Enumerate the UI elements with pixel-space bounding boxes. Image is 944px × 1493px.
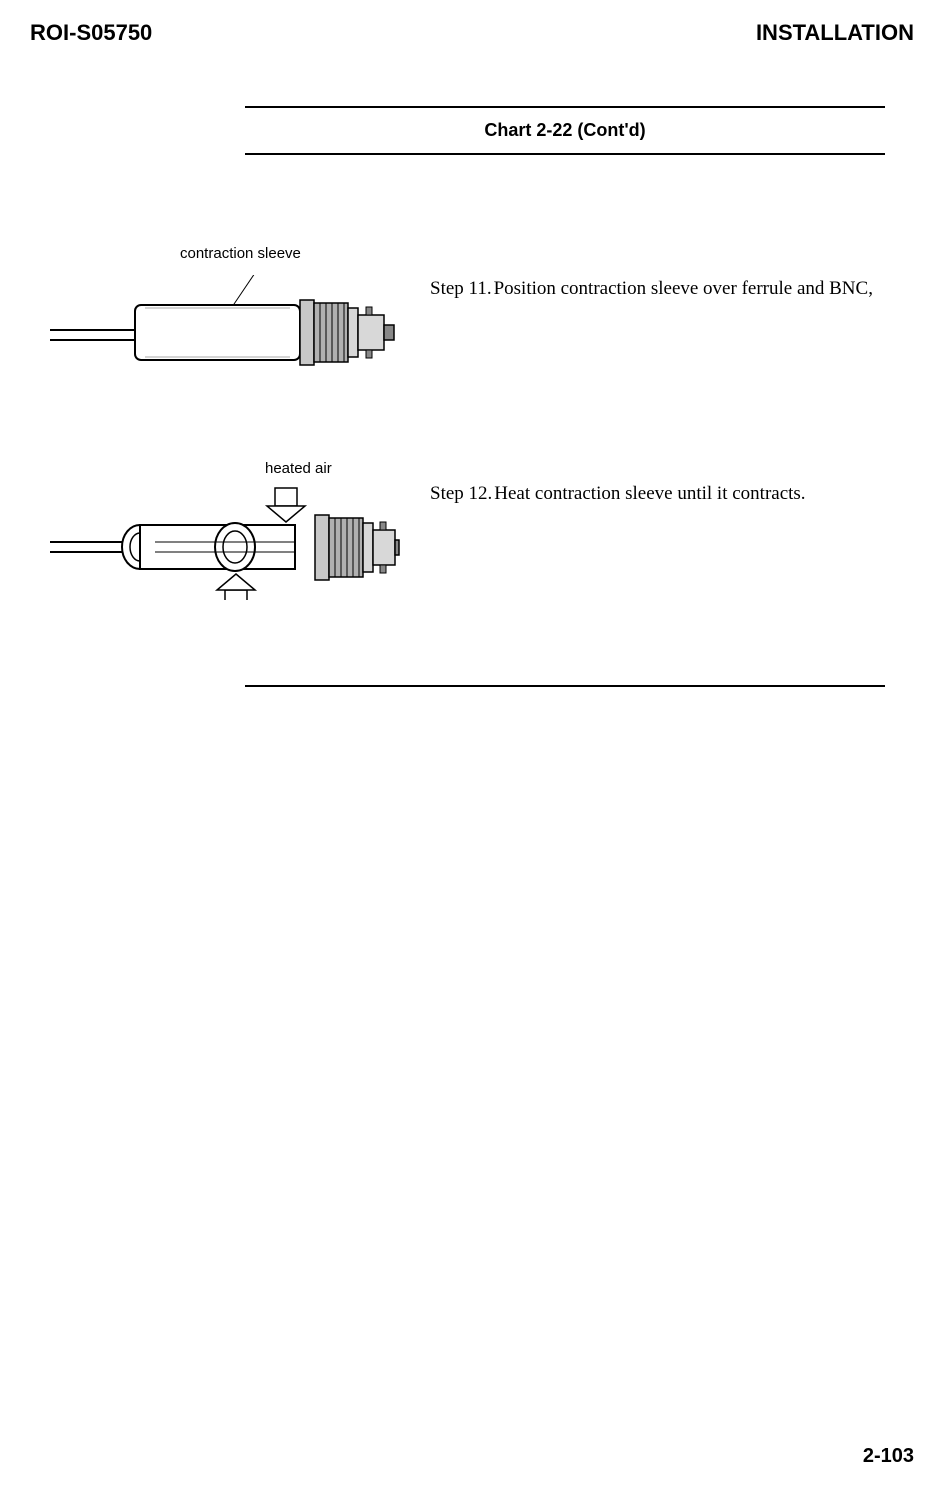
page-header: ROI-S05750 INSTALLATION: [30, 20, 914, 46]
chart-title-box: Chart 2-22 (Cont'd): [245, 106, 885, 155]
bnc-sleeve-diagram-icon: [30, 275, 400, 385]
step-11-text: Step 11. Position contraction sleeve ove…: [430, 275, 914, 303]
step-12-body: Heat contraction sleeve until it contrac…: [494, 480, 914, 508]
chart-title: Chart 2-22 (Cont'd): [245, 106, 885, 155]
step-12-prefix: Step 12.: [430, 480, 494, 508]
step-11-row: contraction sleeve: [30, 275, 914, 390]
step-11-diagram: contraction sleeve: [30, 275, 400, 390]
step-12-row: heated air: [30, 480, 914, 605]
step-11-prefix: Step 11.: [430, 275, 494, 303]
content-area: contraction sleeve: [30, 275, 914, 605]
heated-air-label: heated air: [265, 460, 332, 477]
closing-rule: [245, 685, 885, 687]
step-11-body: Position contraction sleeve over ferrule…: [494, 275, 914, 303]
bnc-heat-diagram-icon: [30, 480, 400, 600]
step-12-diagram: heated air: [30, 480, 400, 605]
doc-id: ROI-S05750: [30, 20, 152, 46]
contraction-sleeve-label: contraction sleeve: [180, 245, 301, 262]
page-number: 2-103: [863, 1445, 914, 1468]
step-12-text: Step 12. Heat contraction sleeve until i…: [430, 480, 914, 508]
section-title: INSTALLATION: [756, 20, 914, 46]
